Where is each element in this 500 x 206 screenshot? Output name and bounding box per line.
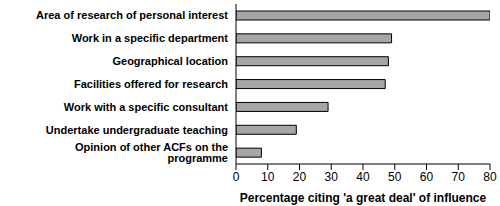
svg-text:Percentage citing 'a great dea: Percentage citing 'a great deal' of infl…: [240, 191, 487, 205]
svg-text:10: 10: [261, 170, 275, 184]
svg-text:Opinion of other ACFs on thepr: Opinion of other ACFs on theprogramme: [75, 141, 228, 164]
svg-text:0: 0: [233, 170, 240, 184]
svg-text:50: 50: [388, 170, 402, 184]
svg-text:70: 70: [452, 170, 466, 184]
svg-text:Work with a specific consultan: Work with a specific consultant: [64, 101, 229, 113]
svg-text:80: 80: [483, 170, 492, 184]
svg-text:Undertake undergraduate teachi: Undertake undergraduate teaching: [46, 124, 228, 136]
svg-text:40: 40: [356, 170, 370, 184]
svg-text:Area of research of personal i: Area of research of personal interest: [36, 9, 228, 21]
svg-text:Geographical location: Geographical location: [112, 55, 228, 67]
svg-text:Facilities offered for researc: Facilities offered for research: [74, 78, 228, 90]
svg-text:Work in a specific department: Work in a specific department: [72, 32, 229, 44]
svg-text:20: 20: [293, 170, 307, 184]
svg-text:30: 30: [325, 170, 339, 184]
svg-text:60: 60: [420, 170, 434, 184]
